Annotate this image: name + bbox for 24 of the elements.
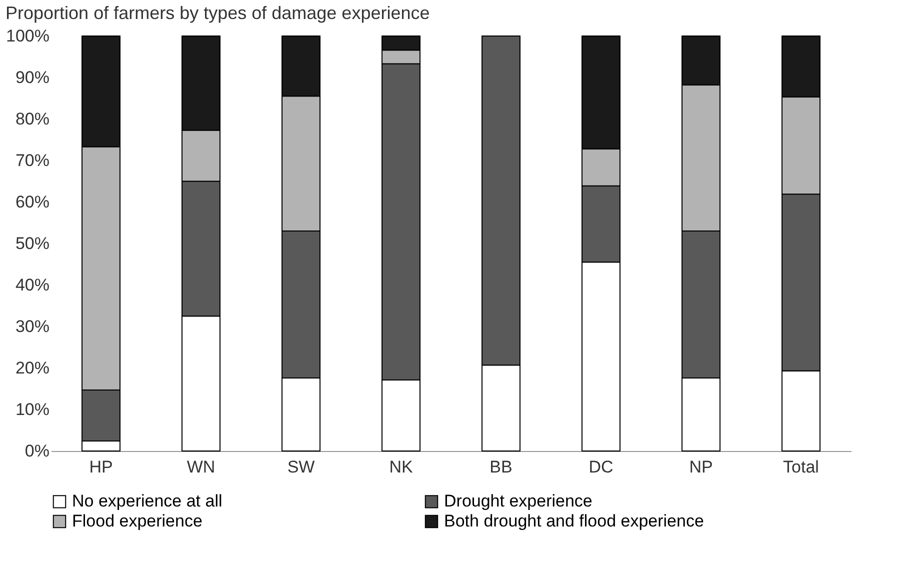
legend-label: Flood experience [72, 512, 202, 530]
legend-label: Both drought and flood experience [444, 512, 704, 530]
x-tick-label: HP [89, 458, 113, 476]
x-tick-label: NP [689, 458, 713, 476]
x-tick-label: Total [783, 458, 819, 476]
y-tick-label: 40% [15, 276, 50, 294]
x-tick-label: WN [186, 458, 216, 476]
legend-label: Drought experience [444, 492, 592, 511]
x-tick-label: DC [588, 458, 614, 476]
y-tick-label: 80% [15, 110, 50, 128]
chart-title: Proportion of farmers by types of damage experience [6, 3, 430, 23]
y-tick-label: 100% [6, 26, 50, 46]
legend-label: No experience at all [72, 492, 222, 511]
y-tick-label: 0% [24, 442, 50, 460]
y-tick-label: 20% [15, 358, 50, 378]
y-tick-label: 70% [15, 151, 50, 170]
y-tick-label: 30% [15, 317, 50, 336]
x-tick-label: BB [490, 458, 512, 476]
y-tick-label: 50% [15, 234, 50, 253]
y-tick-label: 10% [15, 400, 50, 419]
x-tick-label: SW [287, 458, 315, 476]
y-tick-label: 90% [15, 68, 50, 87]
x-tick-label: NK [389, 458, 414, 476]
y-tick-label: 60% [15, 192, 50, 212]
